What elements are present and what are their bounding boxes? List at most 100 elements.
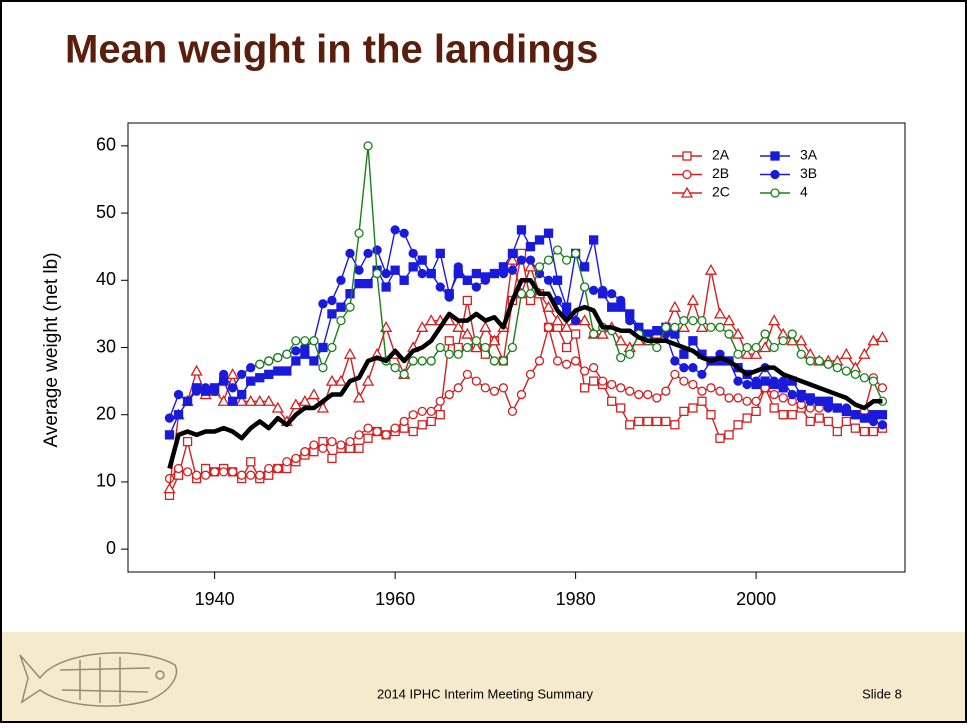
- marker: [607, 302, 617, 312]
- marker: [318, 443, 328, 453]
- marker: [336, 302, 346, 312]
- marker: [715, 386, 725, 396]
- marker: [498, 356, 509, 366]
- marker: [399, 416, 409, 427]
- marker: [237, 369, 247, 380]
- marker: [688, 315, 698, 326]
- marker: [760, 329, 770, 339]
- marker: [759, 341, 772, 353]
- marker: [173, 389, 184, 400]
- marker: [327, 309, 337, 319]
- marker: [841, 366, 851, 376]
- marker: [426, 406, 436, 417]
- marker: [435, 396, 445, 406]
- marker: [643, 389, 653, 400]
- marker: [182, 436, 193, 447]
- legend-entry: 4: [760, 184, 808, 200]
- marker: [778, 336, 788, 346]
- marker: [751, 342, 761, 353]
- marker: [164, 430, 175, 440]
- legend-entry: 2B: [672, 165, 729, 181]
- marker: [706, 322, 716, 332]
- marker: [408, 248, 418, 259]
- marker: [634, 416, 644, 427]
- marker: [390, 423, 400, 433]
- series: [255, 141, 888, 406]
- marker: [859, 373, 870, 383]
- marker: [543, 228, 554, 238]
- marker: [733, 349, 743, 359]
- marker: [416, 320, 429, 332]
- marker: [751, 376, 761, 386]
- marker: [246, 376, 256, 386]
- marker: [163, 482, 176, 494]
- marker: [354, 265, 364, 275]
- marker: [543, 255, 554, 265]
- marker: [264, 369, 274, 380]
- marker: [796, 393, 806, 403]
- marker: [679, 315, 689, 326]
- marker: [237, 389, 247, 400]
- marker: [579, 262, 590, 272]
- marker: [471, 268, 481, 279]
- marker: [733, 376, 743, 386]
- marker: [244, 394, 257, 406]
- marker: [751, 406, 761, 417]
- marker: [697, 386, 707, 396]
- marker: [307, 388, 321, 400]
- marker: [570, 329, 581, 339]
- marker: [372, 268, 382, 279]
- marker: [226, 368, 239, 380]
- marker: [363, 248, 373, 259]
- marker: [561, 255, 572, 265]
- marker: [876, 331, 889, 343]
- y-tick-label: 60: [96, 135, 116, 155]
- marker: [695, 320, 709, 332]
- x-tick-label: 1980: [556, 589, 596, 609]
- series-line: [259, 145, 884, 402]
- marker: [435, 282, 445, 292]
- marker: [805, 396, 815, 406]
- marker: [740, 347, 754, 359]
- marker: [262, 394, 275, 406]
- marker: [282, 457, 292, 467]
- legend-label: 2A: [712, 147, 730, 163]
- marker: [291, 356, 301, 366]
- marker: [507, 342, 518, 353]
- marker: [749, 347, 763, 359]
- marker: [506, 253, 519, 265]
- marker: [770, 188, 780, 198]
- marker: [336, 315, 346, 326]
- marker: [209, 467, 220, 477]
- marker: [235, 394, 248, 406]
- marker: [778, 410, 788, 420]
- marker: [164, 473, 175, 484]
- marker: [552, 245, 563, 255]
- marker: [354, 430, 364, 440]
- marker: [832, 363, 842, 373]
- marker: [291, 453, 301, 464]
- marker: [561, 342, 572, 353]
- marker: [768, 314, 781, 326]
- marker: [625, 349, 635, 359]
- marker: [670, 322, 680, 332]
- marker: [552, 275, 563, 285]
- marker: [832, 426, 842, 437]
- marker: [598, 285, 608, 296]
- marker: [327, 453, 337, 464]
- legend-entry: 2A: [672, 147, 730, 163]
- marker: [435, 410, 445, 420]
- marker: [570, 356, 581, 366]
- marker: [823, 416, 833, 427]
- marker: [652, 326, 662, 336]
- series-line: [167, 278, 883, 470]
- marker: [462, 369, 472, 380]
- marker: [589, 363, 599, 373]
- marker: [625, 315, 635, 326]
- marker: [552, 356, 563, 366]
- marker: [291, 346, 301, 356]
- marker: [769, 342, 779, 353]
- marker: [336, 440, 346, 450]
- marker: [661, 322, 671, 332]
- marker: [670, 369, 680, 380]
